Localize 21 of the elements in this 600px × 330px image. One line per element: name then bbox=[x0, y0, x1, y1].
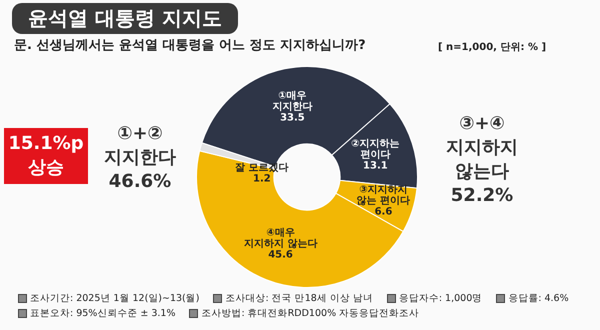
text: 응답률: 4.6% bbox=[508, 292, 569, 305]
data-label: 13.1 bbox=[363, 160, 388, 172]
chart-title: 윤석열 대통령 지지도 bbox=[12, 3, 238, 34]
text: 표본오차: 95%신뢰수준 ± 3.1% bbox=[30, 307, 176, 320]
text: 조사기간: 2025년 1월 12(일)~13(월) bbox=[30, 292, 200, 305]
text: ③+④ 지지하지 않는다 52.2% bbox=[445, 112, 519, 208]
text: 응답자수: 1,000명 bbox=[398, 292, 482, 305]
text: 조사방법: 휴대전화RDD100% 자동응답전화조사 bbox=[201, 307, 420, 320]
data-label: 45.6 bbox=[268, 249, 293, 260]
text: 조사대상: 전국 만18세 이상 남녀 bbox=[225, 292, 373, 305]
data-label: 6.6 bbox=[374, 206, 392, 218]
text: [ n=1,000, 단위: % ] bbox=[438, 41, 546, 54]
slice-label: ③지지하지 않는 편이다 bbox=[356, 184, 410, 206]
data-label: 1.2 bbox=[253, 173, 271, 184]
slice-label: ④매우 지지하지 않는다 bbox=[244, 227, 318, 250]
slice-label: ①매우 지지한다 bbox=[272, 90, 312, 112]
slice-label: ②지지하는 편이다 bbox=[351, 138, 400, 161]
data-label: 33.5 bbox=[280, 112, 305, 124]
text: 15.1%p 상승 bbox=[4, 128, 88, 184]
text: ①+② 지지한다 46.6% bbox=[103, 122, 177, 194]
chart-subtitle: 문. 선생님께서는 윤석열 대통령을 어느 정도 지지하십니까? bbox=[14, 37, 366, 54]
